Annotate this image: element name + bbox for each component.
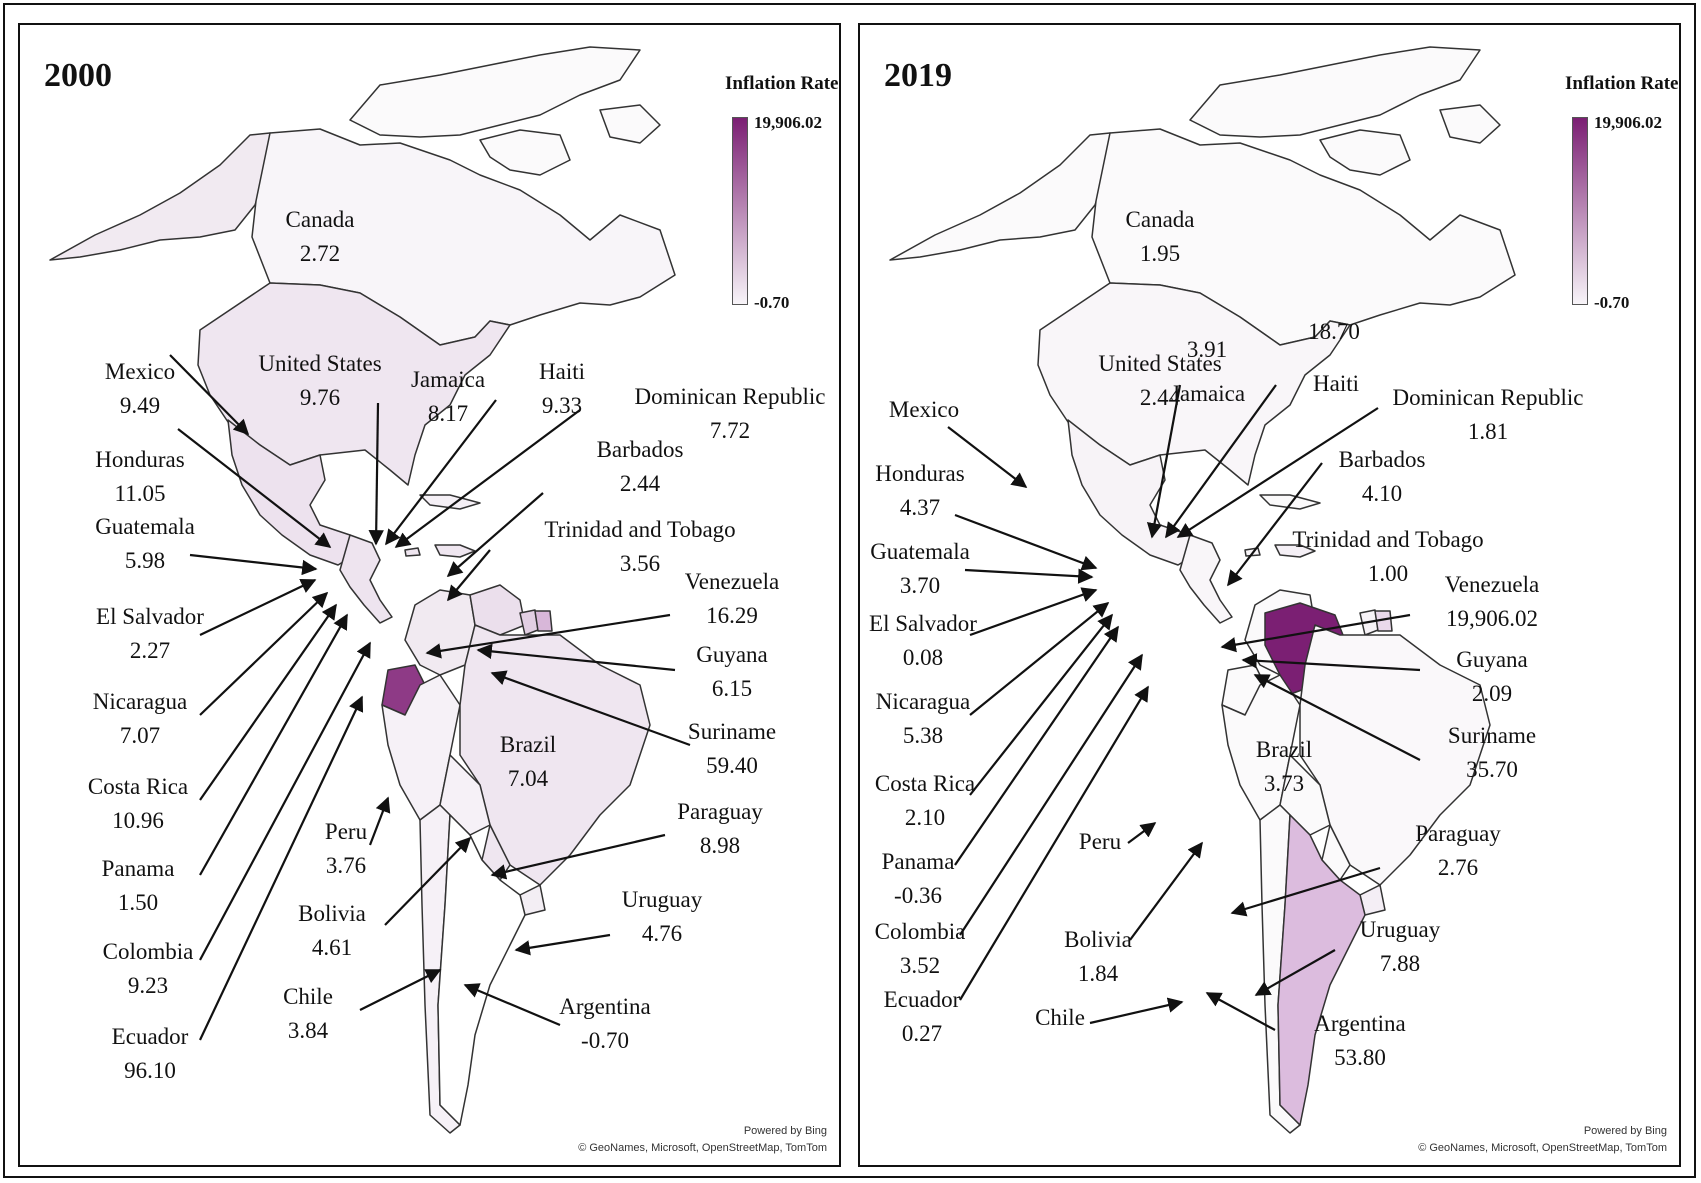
leader-lines-2000 (169, 354, 691, 1041)
label-peru: Peru (1078, 829, 1122, 854)
label-el-salvador: El Salvador 2.27 (96, 604, 204, 663)
value-jamaica: 3.91 (1186, 337, 1228, 362)
label-jamaica: Jamaica 8.17 (410, 367, 486, 426)
label-uruguay: Uruguay 4.76 (621, 887, 703, 946)
central-america-shape (339, 534, 393, 624)
label-mexico: Mexico 9.49 (104, 359, 176, 418)
legend-color-bar (732, 117, 748, 305)
label-jamaica: Jamaica (1170, 381, 1246, 406)
suriname-shape (534, 610, 553, 632)
panel-year: 2000 (44, 57, 112, 94)
figure-frame (3, 3, 1696, 1178)
label-venezuela: Venezuela 16.29 (684, 569, 780, 628)
label-dominican-republic: Dominican Republic 7.72 (634, 384, 826, 443)
label-costa-rica: Costa Rica 2.10 (874, 771, 976, 830)
label-chile: Chile (1035, 1005, 1085, 1030)
hispaniola-shape (434, 544, 476, 558)
label-paraguay: Paraguay 2.76 (1415, 821, 1501, 880)
panel-year: 2019 (884, 57, 952, 94)
value-haiti: 18.70 (1308, 319, 1360, 344)
label-argentina: Argentina -0.70 (559, 994, 651, 1053)
label-haiti: Haiti 9.33 (539, 359, 585, 418)
legend-min: -0.70 (754, 293, 790, 312)
label-trinidad-and-tobago: Trinidad and Tobago 3.56 (544, 517, 736, 576)
label-chile: Chile 3.84 (283, 984, 333, 1043)
label-colombia: Colombia 9.23 (102, 939, 194, 998)
label-panama: Panama -0.36 (881, 849, 955, 908)
label-panama: Panama 1.50 (101, 856, 175, 915)
legend-max: 19,906.02 (1594, 113, 1662, 132)
label-bolivia: Bolivia 1.84 (1064, 927, 1132, 986)
label-bolivia: Bolivia 4.61 (298, 901, 366, 960)
legend-min: -0.70 (1594, 293, 1630, 312)
label-ecuador: Ecuador 0.27 (883, 987, 961, 1046)
label-guatemala: Guatemala 3.70 (870, 539, 970, 598)
label-ecuador: Ecuador 96.10 (111, 1024, 189, 1083)
label-el-salvador: El Salvador 0.08 (869, 611, 977, 670)
brazil-shape (459, 624, 651, 886)
label-barbados: Barbados 4.10 (1338, 447, 1426, 506)
label-peru: Peru 3.76 (324, 819, 368, 878)
legend-max: 19,906.02 (754, 113, 822, 132)
map-credit: Powered by Bing © GeoNames, Microsoft, Op… (1418, 1125, 1667, 1154)
map-2000 (49, 46, 691, 1134)
label-brazil: Brazil 7.04 (499, 732, 557, 791)
label-colombia: Colombia 3.52 (874, 919, 966, 978)
legend-color-bar (1572, 117, 1588, 305)
label-honduras: Honduras 11.05 (95, 447, 185, 506)
label-haiti: Haiti (1313, 371, 1359, 396)
label-honduras: Honduras 4.37 (875, 461, 965, 520)
label-argentina: Argentina 53.80 (1314, 1011, 1406, 1070)
map-panel-2000: 2000 Inflation Rate 19,906.02 -0.70 Cana… (18, 23, 841, 1167)
argentina-shape (437, 814, 526, 1126)
label-guyana: Guyana 2.09 (1456, 647, 1528, 706)
map-2019 (889, 46, 1516, 1134)
label-mexico: Mexico (888, 397, 960, 422)
colombia-shape (404, 589, 476, 676)
label-barbados: Barbados 2.44 (596, 437, 684, 496)
legend-title: Inflation Rate (1565, 73, 1679, 94)
alaska (49, 132, 271, 261)
label-nicaragua: Nicaragua 5.38 (875, 689, 971, 748)
label-guatemala: Guatemala 5.98 (95, 514, 195, 573)
jamaica-shape (404, 547, 421, 557)
label-suriname: Suriname 35.70 (1447, 723, 1537, 782)
label-paraguay: Paraguay 8.98 (677, 799, 763, 858)
label-uruguay: Uruguay 7.88 (1359, 917, 1441, 976)
label-canada: Canada 2.72 (285, 207, 355, 266)
legend-title: Inflation Rate (725, 73, 839, 94)
leader-lines-2019 (947, 384, 1421, 1031)
label-nicaragua: Nicaragua 7.07 (92, 689, 188, 748)
label-canada: Canada 1.95 (1125, 207, 1195, 266)
label-united-states: United States 2.44 (1098, 351, 1222, 410)
map-credit: Powered by Bing © GeoNames, Microsoft, Op… (578, 1125, 827, 1154)
map-panel-2019: 2019 Inflation Rate 19,906.02 -0.70 Cana… (858, 23, 1681, 1167)
label-trinidad-and-tobago: Trinidad and Tobago 1.00 (1292, 527, 1484, 586)
label-costa-rica: Costa Rica 10.96 (87, 774, 189, 833)
label-venezuela: Venezuela 19,906.02 (1444, 572, 1540, 631)
label-suriname: Suriname 59.40 (687, 719, 777, 778)
label-guyana: Guyana 6.15 (696, 642, 768, 701)
arctic-islands (349, 46, 641, 138)
cuba-shape (419, 494, 481, 510)
label-dominican-republic: Dominican Republic 1.81 (1392, 385, 1584, 444)
label-united-states: United States 9.76 (258, 351, 382, 410)
label-brazil: Brazil 3.73 (1255, 737, 1313, 796)
